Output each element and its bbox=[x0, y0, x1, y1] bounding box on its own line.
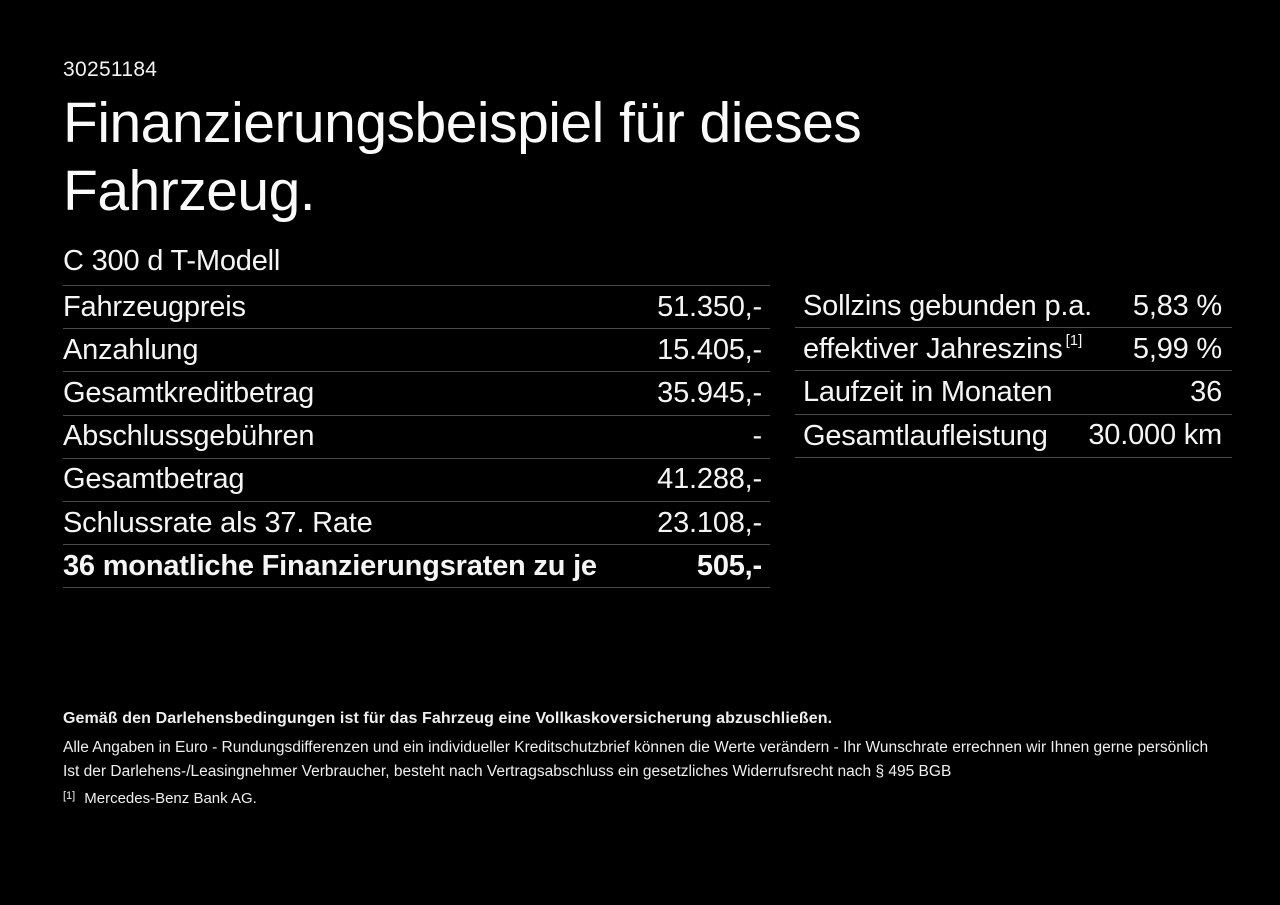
row-value: 505,- bbox=[696, 549, 762, 582]
row-label: Gesamtlaufleistung bbox=[803, 419, 1048, 452]
row-value: - bbox=[752, 420, 763, 453]
table-row-effektiver-jahreszins: effektiver Jahreszins [1] 5,99 % bbox=[795, 328, 1232, 372]
table-row-gesamtlaufleistung: Gesamtlaufleistung 30.000 km bbox=[795, 415, 1232, 458]
row-value: 23.108,- bbox=[657, 506, 762, 539]
footnote-text: Mercedes-Benz Bank AG. bbox=[84, 790, 257, 807]
row-label: effektiver Jahreszins bbox=[803, 333, 1063, 366]
row-label: Gesamtbetrag bbox=[63, 463, 245, 496]
vehicle-model: C 300 d T-Modell bbox=[63, 245, 281, 277]
rates-table: Sollzins gebunden p.a. 5,83 % effektiver… bbox=[795, 285, 1232, 458]
row-value: 35.945,- bbox=[657, 376, 762, 409]
footnote: [1] Mercedes-Benz Bank AG. bbox=[63, 790, 257, 807]
row-label: Abschlussgebühren bbox=[63, 420, 315, 453]
row-value: 15.405,- bbox=[657, 333, 762, 366]
footnote-ref: [1] bbox=[1065, 332, 1083, 350]
table-row-laufzeit: Laufzeit in Monaten 36 bbox=[795, 371, 1232, 415]
row-label: Sollzins gebunden p.a. bbox=[803, 290, 1093, 323]
row-label: 36 monatliche Finanzierungsraten zu je bbox=[63, 549, 597, 582]
table-row-fahrzeugpreis: Fahrzeugpreis 51.350,- bbox=[63, 286, 770, 330]
footnote-marker: [1] bbox=[63, 790, 76, 802]
insurance-note: Gemäß den Darlehensbedingungen ist für d… bbox=[63, 710, 833, 727]
withdrawal-note: Ist der Darlehens-/Leasingnehmer Verbrau… bbox=[63, 763, 952, 780]
table-row-gesamtkreditbetrag: Gesamtkreditbetrag 35.945,- bbox=[63, 372, 770, 416]
row-value: 30.000 km bbox=[1088, 419, 1222, 452]
row-label: Anzahlung bbox=[63, 333, 199, 366]
row-label: Schlussrate als 37. Rate bbox=[63, 506, 373, 539]
offer-id: 30251184 bbox=[63, 58, 158, 81]
row-value: 5,99 % bbox=[1132, 332, 1222, 365]
row-value: 36 bbox=[1190, 375, 1222, 408]
row-value: 41.288,- bbox=[657, 463, 762, 496]
table-row-sollzins: Sollzins gebunden p.a. 5,83 % bbox=[795, 285, 1232, 329]
row-label: Laufzeit in Monaten bbox=[803, 376, 1053, 409]
page-title: Finanzierungsbeispiel für dieses Fahrzeu… bbox=[63, 91, 862, 223]
table-row-abschlussgebuehren: Abschlussgebühren - bbox=[63, 416, 770, 459]
table-row-anzahlung: Anzahlung 15.405,- bbox=[63, 329, 770, 373]
table-row-gesamtbetrag: Gesamtbetrag 41.288,- bbox=[63, 459, 770, 502]
financing-table: Fahrzeugpreis 51.350,- Anzahlung 15.405,… bbox=[63, 285, 770, 589]
table-row-monthly-rate: 36 monatliche Finanzierungsraten zu je 5… bbox=[63, 545, 770, 589]
row-value: 51.350,- bbox=[657, 290, 762, 323]
disclaimer-note: Alle Angaben in Euro - Rundungsdifferenz… bbox=[63, 739, 1209, 756]
row-label: Gesamtkreditbetrag bbox=[63, 376, 315, 409]
row-label: Fahrzeugpreis bbox=[63, 290, 246, 323]
row-value: 5,83 % bbox=[1132, 289, 1222, 322]
table-row-schlussrate: Schlussrate als 37. Rate 23.108,- bbox=[63, 502, 770, 546]
